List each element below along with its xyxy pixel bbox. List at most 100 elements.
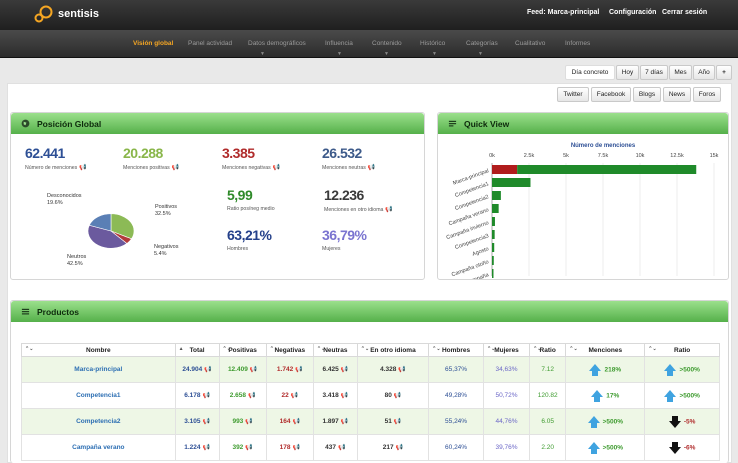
sort-icon[interactable]: ▲ — [178, 346, 184, 352]
feed-link[interactable]: Feed: Marca-principal — [527, 9, 600, 16]
bar-segment[interactable] — [492, 243, 495, 252]
megaphone-icon[interactable]: 📢 — [338, 445, 346, 451]
bar-segment[interactable] — [492, 230, 495, 239]
column-header[interactable]: ⌃⌄ Neutras — [312, 343, 358, 357]
table-row[interactable]: Marca-principal 24.904 📢 12.409 📢 1.742 📢 6.425… — [21, 356, 720, 383]
stat-ratio: 5,99 Ratio pos/neg medio — [227, 187, 275, 212]
product-name[interactable]: Competencia2 — [21, 408, 176, 435]
megaphone-icon[interactable]: 📢 — [171, 165, 180, 171]
sort-icon[interactable]: ⌃⌄ — [648, 346, 657, 352]
pie-slice-positivos[interactable] — [110, 213, 135, 240]
megaphone-icon[interactable]: 📢 — [385, 207, 393, 213]
nav-item[interactable]: Contenido — [372, 40, 402, 47]
source-blogs-button[interactable]: Blogs — [633, 87, 661, 102]
nav-item[interactable]: Influencia — [325, 40, 353, 47]
config-link[interactable]: Configuración — [609, 9, 657, 16]
column-header[interactable]: ⌃⌄ Hombres — [428, 343, 484, 357]
add-range-button[interactable]: + — [716, 65, 732, 80]
bar-segment[interactable] — [492, 165, 518, 174]
megaphone-icon[interactable]: 📢 — [204, 367, 212, 373]
column-header[interactable]: ⌃⌄ Positivas — [218, 343, 267, 357]
megaphone-icon[interactable]: 📢 — [340, 393, 349, 399]
table-row[interactable]: Competencia2 3.105 📢 993 📢 164 📢 1.897 📢 51 📢 55,24… — [21, 408, 720, 435]
megaphone-icon[interactable]: 📢 — [292, 445, 300, 451]
megaphone-icon[interactable]: 📢 — [245, 445, 253, 451]
megaphone-icon[interactable]: 📢 — [202, 445, 210, 451]
bar-segment[interactable] — [517, 165, 697, 174]
cell-neutras: 1.897 📢 — [312, 408, 358, 435]
source-twitter-button[interactable]: Twitter — [557, 87, 589, 102]
megaphone-icon[interactable]: 📢 — [202, 419, 210, 425]
megaphone-icon[interactable]: 📢 — [340, 367, 349, 373]
pie-slice-neutros[interactable] — [87, 224, 128, 249]
sort-icon[interactable]: ⌃⌄ — [222, 346, 231, 352]
megaphone-icon[interactable]: 📢 — [249, 367, 258, 373]
nav-item[interactable]: Datos demográficos — [248, 40, 306, 47]
column-header[interactable]: ▲ Total — [174, 343, 220, 357]
pie-slice-desconocidos[interactable] — [88, 213, 112, 232]
nav-item[interactable]: Informes — [565, 40, 591, 47]
megaphone-icon[interactable]: 📢 — [248, 393, 256, 399]
megaphone-icon[interactable]: 📢 — [79, 165, 87, 171]
nav-item[interactable]: Panel actividad — [188, 40, 233, 47]
sort-icon[interactable]: ⌃⌄ — [360, 346, 370, 352]
column-header[interactable]: ⌃⌄ Nombre — [21, 343, 176, 357]
megaphone-icon[interactable]: 📢 — [245, 419, 253, 425]
sort-icon[interactable]: ⌃⌄ — [25, 346, 34, 352]
nav-item[interactable]: Cualitativo — [515, 40, 546, 47]
product-name[interactable]: Competencia1 — [21, 382, 176, 409]
bar-segment[interactable] — [492, 269, 494, 278]
sort-icon[interactable]: ⌃⌄ — [533, 346, 542, 352]
stat-value: 62.441 — [25, 145, 65, 161]
megaphone-icon[interactable]: 📢 — [272, 165, 281, 171]
logout-link[interactable]: Cerrar sesión — [662, 9, 708, 16]
megaphone-icon[interactable]: 📢 — [393, 393, 402, 399]
column-header[interactable]: ⌃⌄ Menciones — [565, 343, 646, 357]
cell-menciones-trend: >500% — [565, 408, 646, 435]
column-header[interactable]: ⌃⌄ Ratio — [644, 343, 720, 357]
table-row[interactable]: Campaña verano 1.224 📢 392 📢 178 📢 437 📢 217 📢 60,2… — [21, 434, 720, 461]
range-7d-button[interactable]: 7 días — [640, 65, 668, 80]
range-mes-button[interactable]: Mes — [669, 65, 692, 80]
column-header[interactable]: ⌃⌄ Ratio — [529, 343, 567, 357]
column-header-label: Nombre — [86, 346, 111, 354]
megaphone-icon[interactable]: 📢 — [367, 165, 376, 171]
column-header-label: En otro idioma — [370, 346, 416, 354]
sort-icon[interactable]: ⌃⌄ — [486, 346, 496, 352]
product-name[interactable]: Marca-principal — [21, 356, 176, 383]
sort-icon[interactable]: ⌃⌄ — [316, 346, 326, 352]
nav-item[interactable]: Histórico — [420, 40, 446, 47]
megaphone-icon[interactable]: 📢 — [202, 393, 210, 399]
nav-item[interactable]: Categorías — [466, 40, 498, 47]
table-row[interactable]: Competencia1 6.178 📢 2.658 📢 22 📢 3.418 📢 80 📢 49,2… — [21, 382, 720, 409]
cell-menciones-trend: >500% — [565, 434, 646, 461]
source-foros-button[interactable]: Foros — [693, 87, 721, 102]
source-facebook-button[interactable]: Facebook — [591, 87, 631, 102]
range-ano-button[interactable]: Año — [693, 65, 715, 80]
range-dia-button[interactable]: Día concreto — [565, 65, 615, 80]
bar-segment[interactable] — [492, 191, 501, 200]
column-header[interactable]: ⌃⌄ En otro idioma — [356, 343, 430, 357]
megaphone-icon[interactable]: 📢 — [398, 367, 406, 373]
source-news-button[interactable]: News — [663, 87, 691, 102]
range-hoy-button[interactable]: Hoy — [616, 65, 639, 80]
sort-icon[interactable]: ⌃⌄ — [269, 346, 279, 352]
column-header[interactable]: ⌃⌄ Negativas — [265, 343, 314, 357]
cell-value: 3.105 — [184, 418, 201, 425]
megaphone-icon[interactable]: 📢 — [393, 419, 402, 425]
bar-segment[interactable] — [492, 204, 499, 213]
megaphone-icon[interactable]: 📢 — [292, 419, 300, 425]
pie-label-pct: 5.4% — [154, 251, 167, 257]
bar-segment[interactable] — [492, 256, 494, 265]
bar-segment[interactable] — [492, 178, 531, 187]
megaphone-icon[interactable]: 📢 — [340, 419, 349, 425]
megaphone-icon[interactable]: 📢 — [290, 393, 299, 399]
nav-item[interactable]: Visión global — [133, 40, 174, 47]
sort-icon[interactable]: ⌃⌄ — [569, 346, 578, 352]
megaphone-icon[interactable]: 📢 — [395, 445, 404, 451]
sort-icon[interactable]: ⌃⌄ — [432, 346, 441, 352]
product-name[interactable]: Campaña verano — [21, 434, 176, 461]
bar-segment[interactable] — [492, 217, 495, 226]
column-header[interactable]: ⌃⌄ Mujeres — [482, 343, 531, 357]
megaphone-icon[interactable]: 📢 — [295, 367, 303, 373]
